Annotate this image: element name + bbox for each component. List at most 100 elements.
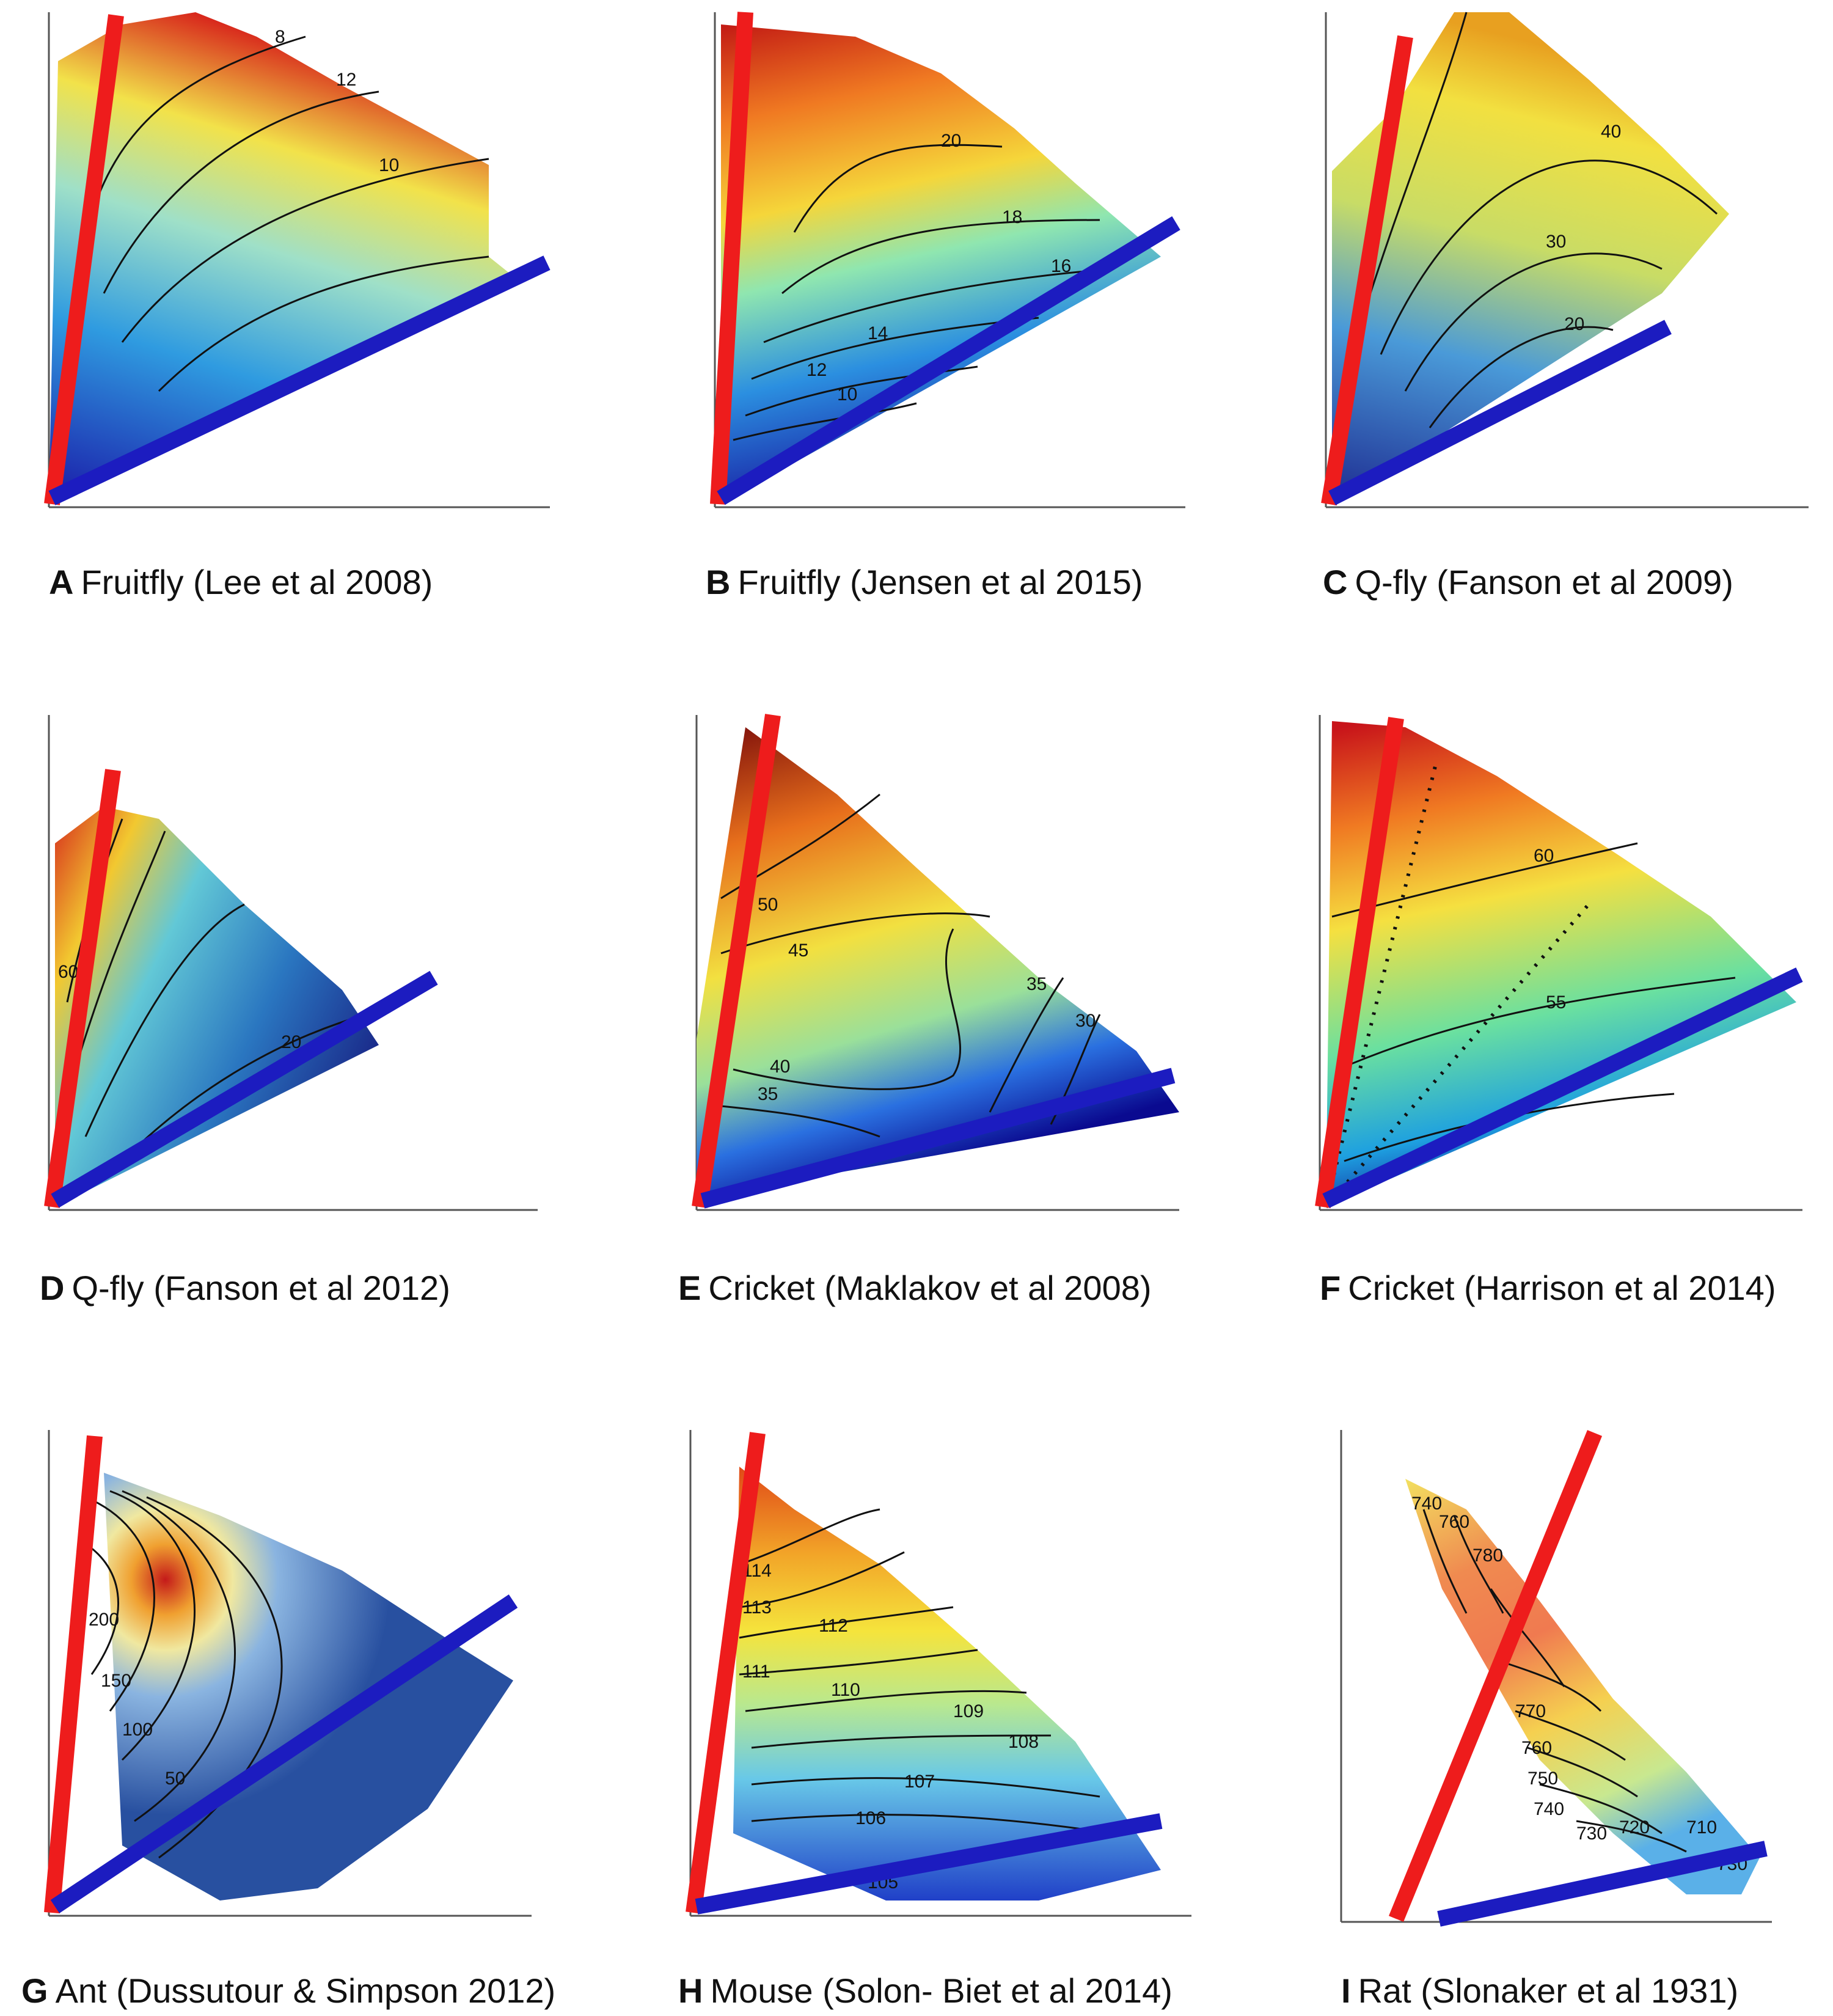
panel-c-contour-label: 40	[1601, 122, 1621, 142]
panel-f-contour-label: 60	[1534, 846, 1554, 866]
panel-a: 8 12 10	[44, 12, 551, 508]
panel-c-letter: C	[1323, 563, 1348, 601]
panel-f-surface	[1326, 721, 1796, 1207]
panel-i: 740 760 780 770 760 750 740 730 720 710 …	[1340, 1430, 1772, 1927]
panel-h-contour-label: 112	[819, 1616, 848, 1636]
panel-h-title: Mouse (Solon- Biet et al 2014)	[710, 1971, 1173, 2010]
panel-e-letter: E	[678, 1269, 701, 1307]
panel-h-contours	[739, 1508, 1113, 1835]
panel-h-contour-label: 106	[855, 1808, 886, 1828]
panel-a-axes	[48, 12, 550, 508]
panel-i-contour-label: 710	[1686, 1817, 1717, 1838]
panel-f-dotted-lines	[1324, 763, 1590, 1208]
panel-e-contour-label: 40	[770, 1057, 790, 1077]
panel-h-surface	[733, 1467, 1161, 1901]
panel-g-red-line	[44, 1435, 103, 1914]
panel-d-red-line	[44, 769, 121, 1208]
panel-g-title: Ant (Dussutour & Simpson 2012)	[55, 1971, 556, 2010]
panel-d-axes	[48, 715, 538, 1211]
panel-g-contour-label: 150	[101, 1671, 131, 1691]
panel-b-title: Fruitfly (Jensen et al 2015)	[737, 563, 1143, 601]
panel-e-caption: E Cricket (Maklakov et al 2008)	[678, 1268, 1152, 1308]
panel-b-contour-label: 14	[868, 323, 888, 343]
panel-i-contours	[1422, 1509, 1687, 1853]
panel-e-contour-label: 35	[758, 1084, 778, 1104]
panel-c: 40 30 20	[1321, 12, 1809, 508]
panel-a-title: Fruitfly (Lee et al 2008)	[81, 563, 433, 601]
panel-c-surface	[1332, 12, 1729, 504]
panel-b-caption: B Fruitfly (Jensen et al 2015)	[706, 562, 1143, 602]
panel-c-contour-label: 30	[1546, 232, 1566, 252]
panel-b-contour-label: 10	[837, 384, 857, 405]
panel-f-blue-line	[1322, 967, 1803, 1208]
panel-i-axes	[1340, 1430, 1772, 1923]
panel-f-letter: F	[1320, 1269, 1341, 1307]
panel-a-contour-label: 10	[379, 155, 399, 175]
panel-e-red-line	[692, 714, 781, 1208]
panel-i-contour-label: 730	[1576, 1824, 1607, 1844]
panel-i-contour-label: 740	[1411, 1494, 1442, 1514]
panel-h-contour-label: 107	[904, 1772, 935, 1792]
panel-f-axes	[1319, 715, 1802, 1211]
panel-g: 200 150 100 50	[44, 1430, 532, 1917]
panel-h-red-line	[686, 1432, 766, 1914]
panel-i-contour-label: 750	[1528, 1769, 1558, 1789]
panel-h-blue-line	[695, 1813, 1163, 1915]
panel-b-contour-label: 20	[941, 131, 961, 151]
panel-g-axes	[48, 1430, 532, 1917]
panel-d-title: Q-fly (Fanson et al 2012)	[71, 1269, 450, 1307]
panel-c-contours	[1361, 12, 1718, 428]
panel-e: 50 45 40 35 35 30	[692, 714, 1179, 1211]
panel-a-surface	[49, 12, 519, 501]
panel-g-caption: G Ant (Dussutour & Simpson 2012)	[21, 1971, 555, 2011]
panel-g-contour-label: 200	[89, 1610, 119, 1630]
panel-c-caption: C Q-fly (Fanson et al 2009)	[1323, 562, 1733, 602]
panel-b-contour-label: 16	[1051, 256, 1071, 276]
panel-h-contour-label: 113	[742, 1597, 772, 1618]
panel-a-blue-line	[48, 255, 551, 505]
panel-i-caption: I Rat (Slonaker et al 1931)	[1341, 1971, 1738, 2011]
panel-d-blue-line	[51, 970, 438, 1208]
panel-i-contour-label: 760	[1439, 1512, 1469, 1532]
panel-h-contour-label: 108	[1008, 1732, 1039, 1752]
panel-f-red-line	[1315, 717, 1404, 1208]
panel-h-caption: H Mouse (Solon- Biet et al 2014)	[678, 1971, 1173, 2011]
panel-b-contours	[733, 144, 1113, 441]
panel-e-surface	[697, 727, 1179, 1198]
panel-h-contour-label: 110	[831, 1680, 860, 1700]
panel-i-contour-label: 780	[1473, 1545, 1503, 1566]
panel-i-contour-label: 740	[1534, 1799, 1564, 1819]
panel-e-title: Cricket (Maklakov et al 2008)	[708, 1269, 1152, 1307]
panel-e-contour-label: 35	[1026, 974, 1047, 994]
panel-d-contour-label: 60	[58, 962, 78, 982]
panel-h-axes	[689, 1430, 1191, 1917]
panel-d-surface	[55, 807, 379, 1207]
panel-f-title: Cricket (Harrison et al 2014)	[1348, 1269, 1776, 1307]
panel-e-blue-line	[700, 1068, 1176, 1209]
panel-a-contour-label: 8	[275, 27, 285, 47]
panel-i-surface	[1405, 1479, 1760, 1894]
panel-h-contour-label: 109	[953, 1701, 984, 1721]
panel-i-contour-label: 760	[1521, 1738, 1552, 1758]
panel-d-contours	[66, 818, 367, 1162]
panel-d-caption: D Q-fly (Fanson et al 2012)	[40, 1268, 450, 1308]
panel-e-contour-label: 50	[758, 895, 778, 915]
panel-i-title: Rat (Slonaker et al 1931)	[1358, 1971, 1739, 2010]
panel-a-letter: A	[49, 563, 74, 601]
panel-i-letter: I	[1341, 1971, 1351, 2010]
panel-i-contour-label: 720	[1619, 1817, 1650, 1838]
panel-h: 114 113 112 111 110 109 108 107 106 105	[686, 1430, 1191, 1917]
panel-b-letter: B	[706, 563, 731, 601]
panel-b-contour-label: 18	[1002, 207, 1022, 227]
panel-a-red-line	[44, 14, 124, 505]
panel-d: 60 20	[44, 715, 538, 1211]
panel-c-blue-line	[1328, 320, 1672, 505]
panel-d-letter: D	[40, 1269, 65, 1307]
panel-e-contour-label: 30	[1075, 1011, 1096, 1031]
panel-b-surface	[721, 24, 1161, 504]
panel-f: 60 55	[1315, 715, 1803, 1211]
panel-i-blue-line	[1437, 1841, 1768, 1927]
panel-b-contour-label: 12	[807, 360, 827, 380]
panel-g-contour-label: 50	[165, 1769, 185, 1789]
